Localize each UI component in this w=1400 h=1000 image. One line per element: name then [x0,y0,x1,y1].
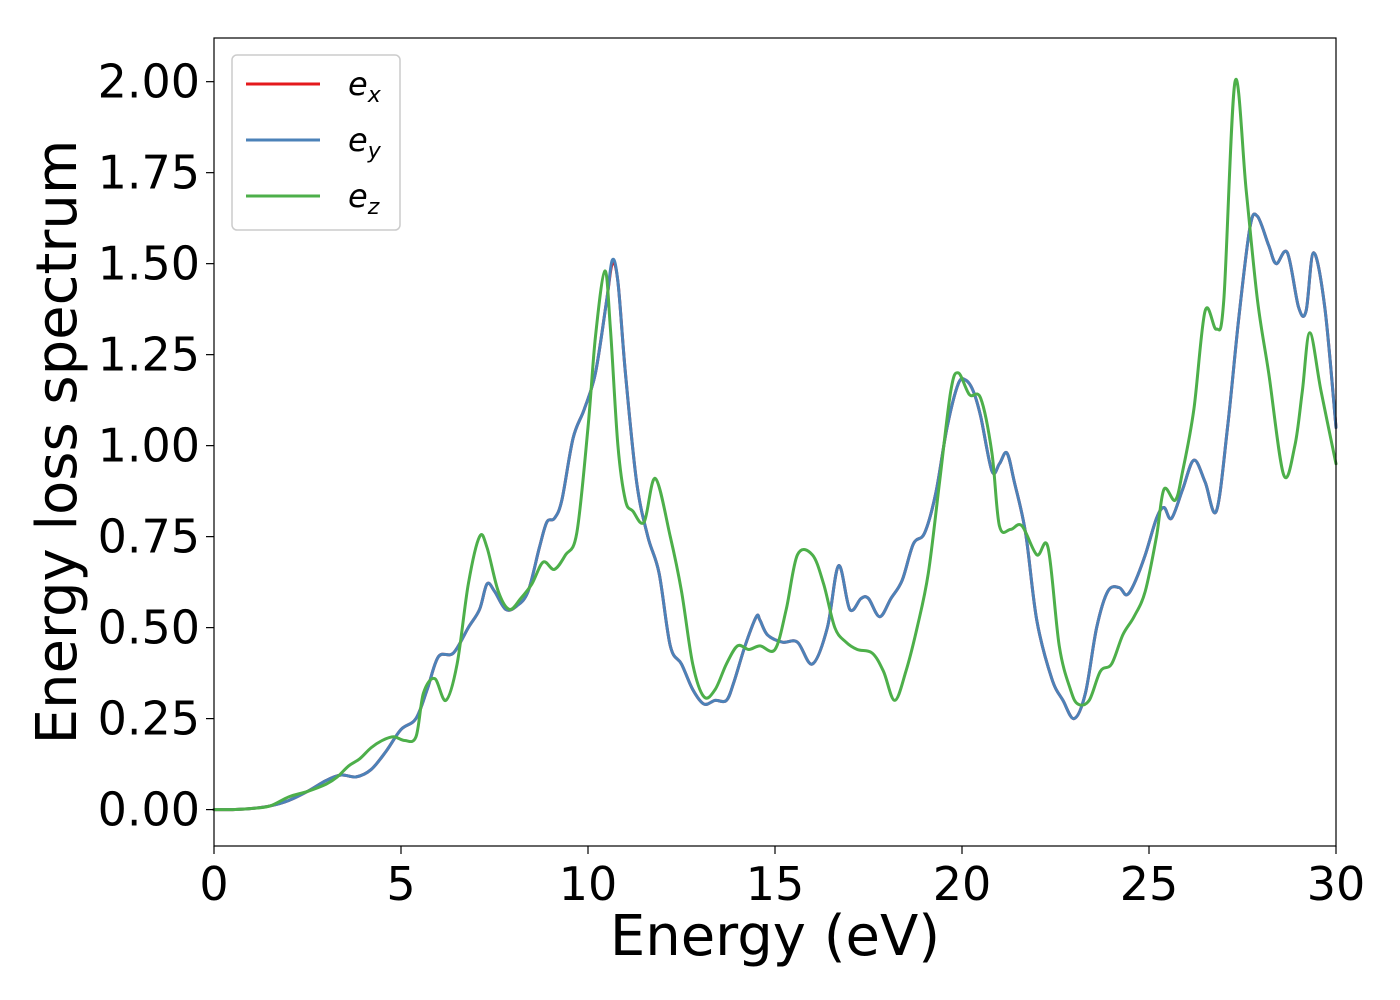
y-tick-label: 2.00 [98,55,200,109]
y-tick-label: 1.25 [98,328,200,382]
legend-label-e-y: ey [348,121,382,164]
x-tick-label: 5 [386,857,415,911]
y-tick-label: 0.25 [98,692,200,746]
plot-background [214,38,1336,846]
x-tick-label: 15 [746,857,805,911]
x-tick-label: 10 [559,857,618,911]
x-tick-label: 25 [1120,857,1179,911]
x-axis-title: Energy (eV) [610,904,940,969]
y-tick-label: 1.00 [98,419,200,473]
x-tick-label: 0 [199,857,228,911]
y-tick-label: 1.75 [98,146,200,200]
y-tick-label: 0.50 [98,601,200,655]
y-tick-label: 1.50 [98,237,200,291]
legend-box [231,54,401,231]
series-line-e-y [212,212,1338,812]
series-layer [212,77,1338,812]
series-line-e-z [212,77,1338,812]
y-tick-label: 0.75 [98,510,200,564]
y-tick-label: 0.00 [98,783,200,837]
x-tick-label: 30 [1307,857,1366,911]
y-axis: 0.00 0.25 0.50 0.75 1.00 1.25 1.50 1.75 2.00 [98,55,214,837]
x-tick-label: 20 [933,857,992,911]
x-axis: 0 5 10 15 20 25 30 [199,846,1365,911]
y-axis-title: Energy loss spectrum [25,140,90,745]
